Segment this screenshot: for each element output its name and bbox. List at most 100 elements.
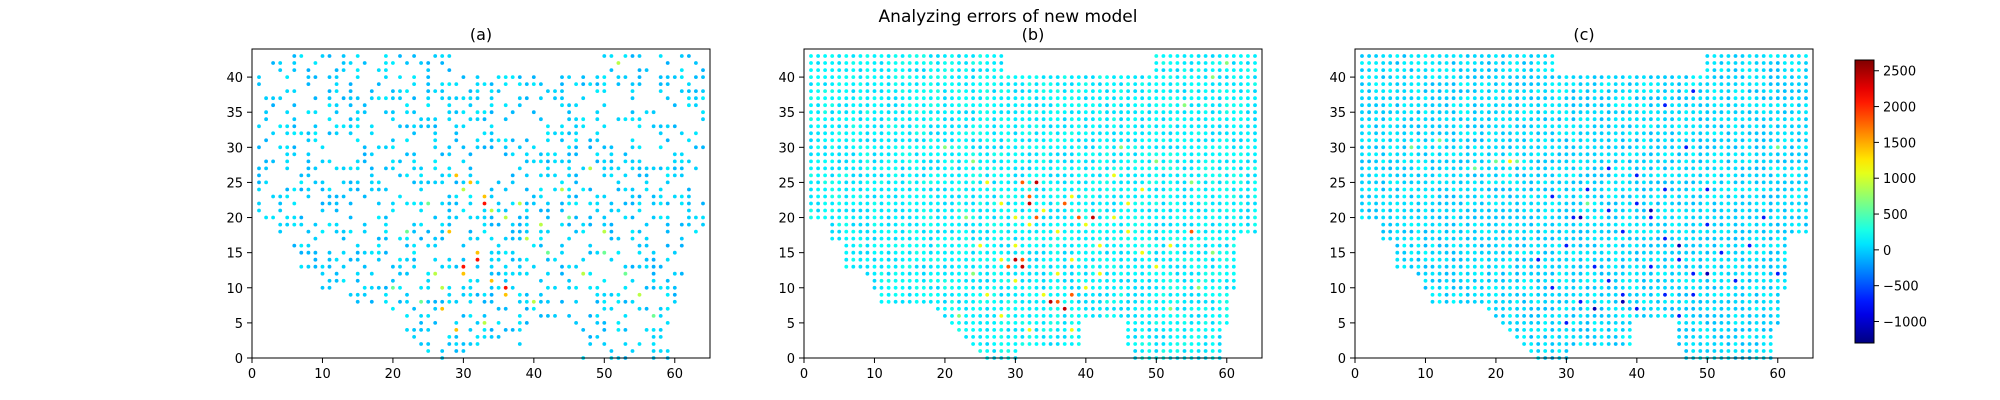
data-point [1571,328,1576,332]
y-tick-label: 25 [778,176,795,191]
data-point [398,54,402,58]
data-point [588,145,593,150]
data-point [1203,299,1208,304]
data-point [1663,250,1667,255]
data-point [1133,250,1138,255]
data-point [1253,124,1257,129]
data-point [630,166,635,171]
data-point [1395,180,1400,185]
data-point [1196,96,1201,101]
data-point [964,166,968,171]
data-point [992,222,997,227]
data-point [1027,187,1032,192]
data-point [957,117,961,122]
data-point [964,89,968,93]
data-point [943,264,947,269]
data-point [1246,68,1250,72]
data-point [1388,159,1393,164]
data-point [1444,299,1449,304]
data-point [1091,264,1095,269]
data-point [950,314,954,318]
data-point [327,103,332,108]
data-point [1437,159,1442,164]
data-point [1112,278,1116,283]
data-point [1112,215,1116,220]
data-point [334,68,339,72]
data-point [292,215,297,220]
data-point [1112,236,1116,241]
data-point [1161,138,1166,143]
data-point [1472,201,1477,206]
data-point [1055,236,1060,241]
data-point [921,159,926,164]
data-point [1409,236,1414,241]
data-point [391,201,395,206]
data-point [419,208,423,213]
data-point [1451,250,1456,255]
data-point [1239,166,1243,171]
data-point [1246,145,1250,150]
data-point [1161,110,1166,115]
data-point [1119,215,1123,220]
data-point [851,82,856,86]
data-point [1210,75,1215,79]
data-point [1712,250,1717,255]
data-point [581,96,586,101]
data-point [907,89,912,93]
data-point [1691,285,1696,290]
data-point [299,173,304,178]
data-point [1719,285,1724,290]
data-point [1217,110,1222,115]
data-point [844,145,849,150]
data-point [1733,342,1738,346]
data-point [1733,264,1738,269]
data-point [1663,208,1667,213]
data-point [921,264,926,269]
data-point [1034,229,1039,234]
data-point [1112,124,1116,129]
data-point [602,173,607,178]
data-point [1409,187,1414,192]
data-point [1006,299,1011,304]
data-point [1691,342,1696,346]
data-point [992,180,997,185]
data-point [1663,222,1667,227]
data-point [1217,68,1222,72]
data-point [630,187,635,192]
data-point [1133,201,1138,206]
data-point [971,194,975,199]
data-point [1168,321,1173,325]
data-point [957,257,961,262]
data-point [560,222,564,227]
data-point [1663,264,1667,269]
data-point [837,152,842,157]
data-point [1182,75,1187,79]
data-point [1189,208,1194,213]
data-point [1367,201,1371,206]
data-point [1768,278,1773,283]
data-point [602,250,607,255]
data-point [1105,194,1109,199]
data-point [1501,166,1505,171]
data-point [921,166,926,171]
data-point [992,292,997,297]
data-point [1458,194,1463,199]
data-point [524,257,529,262]
data-point [1168,159,1173,164]
data-point [1740,229,1745,234]
data-point [1374,215,1378,220]
data-point [588,342,593,346]
data-point [1465,180,1470,185]
data-point [1649,229,1653,234]
data-point [816,159,820,164]
data-point [630,110,635,115]
data-point [816,75,820,79]
data-point [1649,306,1653,311]
data-point [1189,89,1194,93]
data-point [858,61,863,65]
data-point [978,285,983,290]
data-point [257,208,261,213]
data-point [872,264,877,269]
data-point [1437,201,1442,206]
data-point [1479,166,1484,171]
